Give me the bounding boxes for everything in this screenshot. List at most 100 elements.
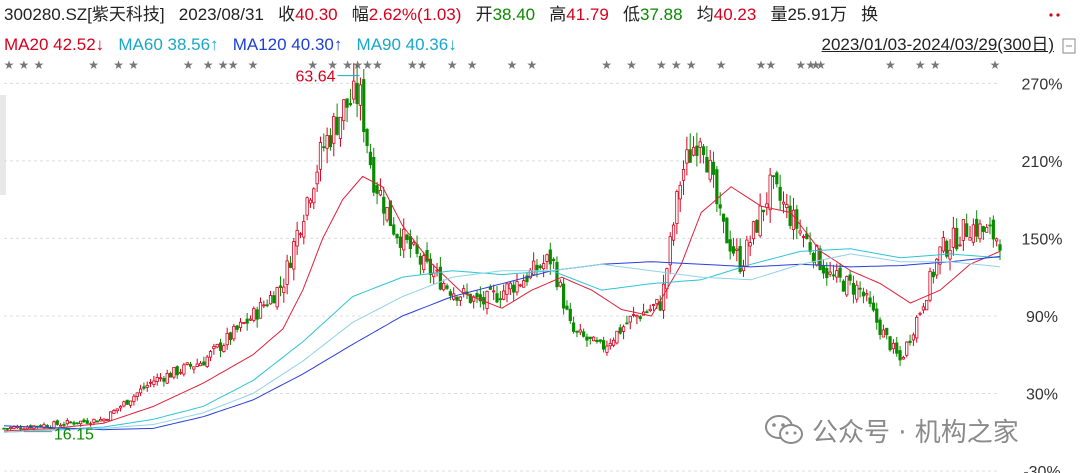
candle-body — [72, 422, 76, 425]
candle-body — [95, 420, 99, 423]
candle-body — [69, 421, 73, 424]
candle-body — [295, 229, 299, 247]
candle-body — [398, 236, 403, 248]
left-scroll-marker[interactable] — [0, 95, 6, 195]
candle-body — [278, 285, 283, 288]
event-star-marker: ★ — [113, 58, 124, 72]
candle-body — [185, 362, 189, 365]
event-star-marker: ★ — [352, 58, 363, 72]
candle-body — [838, 267, 842, 278]
ma90-legend: MA90 40.36↓ — [356, 35, 457, 54]
candle-body — [731, 246, 736, 254]
candle-body — [868, 297, 872, 304]
event-star-marker: ★ — [327, 58, 338, 72]
candle-body — [718, 204, 722, 209]
candle-body — [395, 234, 399, 239]
candle-body — [365, 129, 369, 146]
event-star-marker: ★ — [248, 58, 259, 72]
candle-body — [85, 420, 89, 424]
candle-body — [332, 116, 336, 144]
candle-body — [898, 350, 902, 361]
close-value: 40.30 — [295, 5, 338, 24]
candle-body — [745, 239, 749, 267]
candle-body — [911, 334, 915, 341]
date-range-selector[interactable]: 2023/01/03-2024/03/29(300日) — [821, 35, 1054, 54]
candle-body — [901, 357, 905, 360]
event-star-marker: ★ — [686, 58, 697, 72]
candle-body — [342, 99, 346, 122]
y-tick-label: 150% — [1022, 231, 1063, 248]
event-star-marker: ★ — [930, 58, 941, 72]
candle-body — [475, 293, 479, 298]
candle-body — [695, 145, 699, 156]
candle-body — [238, 321, 243, 328]
candle-body — [225, 332, 229, 346]
candle-body — [701, 146, 706, 156]
more-dots-icon[interactable] — [1048, 5, 1066, 23]
candle-body — [798, 230, 802, 234]
candle-body — [122, 401, 126, 407]
candle-body — [248, 318, 253, 321]
candle-body — [255, 309, 259, 320]
low-value: 37.88 — [640, 5, 683, 24]
candle-body — [338, 116, 343, 139]
candle-body — [708, 159, 712, 180]
ma90-line — [3, 253, 1001, 433]
candle-body — [172, 367, 176, 378]
candle-body — [458, 296, 462, 301]
event-star-marker: ★ — [795, 58, 806, 72]
candle-body — [108, 411, 113, 422]
candle-body — [112, 409, 116, 414]
candle-body — [302, 221, 306, 238]
candle-body — [748, 242, 752, 247]
candle-body — [265, 304, 269, 307]
candle-body — [555, 261, 559, 288]
collapse-icon[interactable] — [1062, 38, 1076, 54]
candle-body — [412, 241, 416, 245]
candle-body — [865, 293, 869, 296]
candle-body — [495, 293, 499, 303]
ma120-legend: MA120 40.30↑ — [232, 35, 343, 54]
avg-label: 均 — [696, 5, 714, 24]
event-star-marker: ★ — [810, 58, 821, 72]
candle-body — [841, 280, 846, 292]
candle-body — [988, 224, 992, 227]
candle-body — [585, 336, 589, 341]
candle-body — [935, 258, 939, 276]
candle-body — [985, 226, 989, 233]
candle-body — [145, 384, 149, 388]
event-star-marker: ★ — [716, 58, 727, 72]
event-star-marker: ★ — [671, 58, 682, 72]
candle-body — [268, 295, 273, 305]
candle-body — [485, 290, 489, 309]
candle-body — [445, 285, 449, 289]
candle-body — [272, 295, 276, 304]
candle-body — [915, 316, 919, 339]
volume-value: 25.91万 — [787, 5, 847, 24]
candle-body — [981, 226, 985, 232]
ma120-line — [3, 256, 1001, 431]
candle-body — [725, 217, 729, 244]
quote-info-bar: 300280.SZ[紫天科技] 2023/08/31 收40.30 幅2.62%… — [4, 3, 1080, 27]
candle-body — [208, 351, 213, 358]
ma60-line — [3, 248, 1001, 433]
candle-body — [821, 265, 826, 274]
candle-body — [961, 219, 965, 241]
turnover-label: 换 — [861, 5, 879, 24]
candle-body — [155, 377, 159, 382]
avg-value: 40.23 — [713, 5, 757, 24]
candle-body — [801, 236, 806, 238]
candle-body — [728, 239, 732, 252]
candle-body — [385, 206, 389, 221]
candle-body — [611, 339, 616, 346]
event-star-marker: ★ — [885, 58, 896, 72]
candle-body — [925, 299, 929, 311]
candle-body — [55, 420, 59, 425]
candle-body — [318, 142, 323, 170]
candle-body — [618, 327, 622, 334]
candle-body — [715, 169, 719, 205]
candle-body — [282, 286, 286, 294]
candle-body — [751, 221, 756, 240]
candle-body — [182, 364, 186, 375]
candle-body — [621, 326, 626, 332]
